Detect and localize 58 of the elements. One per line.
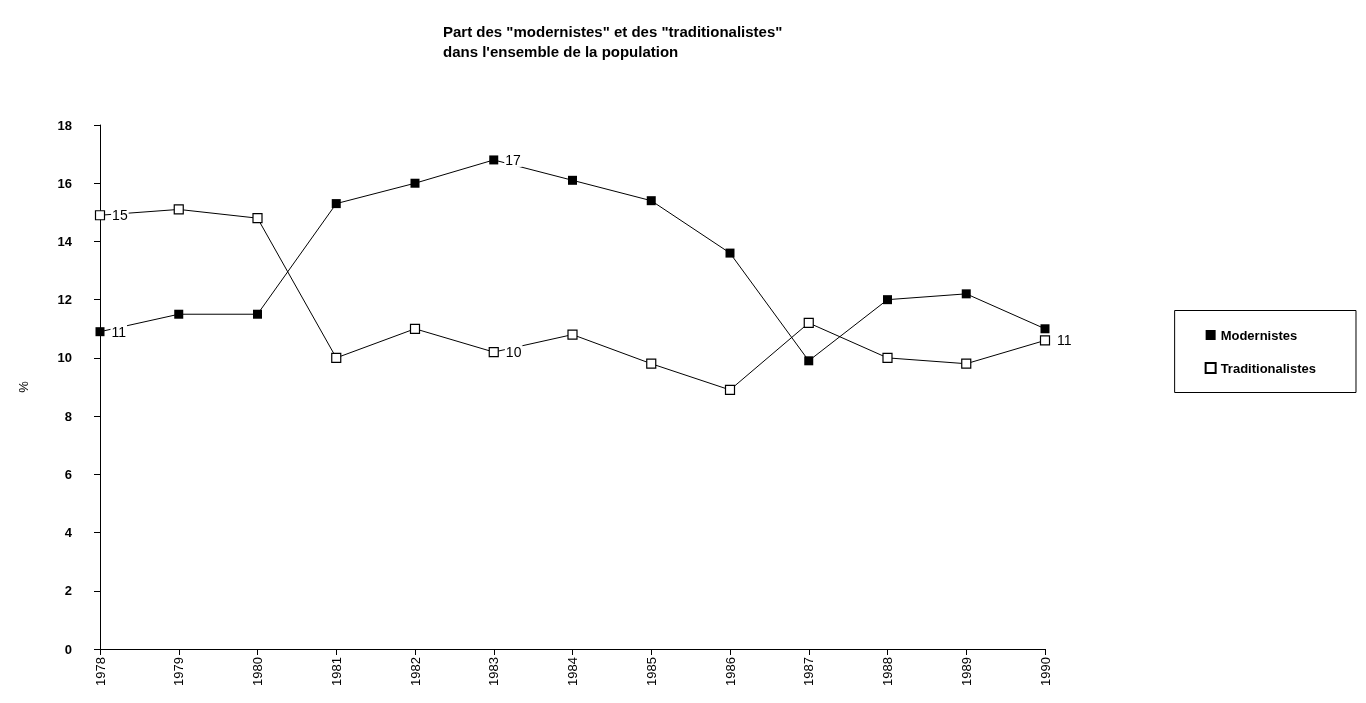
x-tick-label: 1987 [801, 657, 817, 686]
point [488, 346, 499, 358]
data-label: 17 [505, 151, 522, 168]
point [724, 384, 736, 396]
data-label: 11 [111, 323, 127, 340]
data-label: 11 [1057, 332, 1072, 349]
y-tick-label: 12 [57, 292, 72, 308]
data-label: 15 [112, 207, 128, 224]
x-tick-label: 1978 [92, 657, 108, 686]
point [961, 289, 971, 299]
x-tick-label: 1988 [880, 657, 895, 686]
point [95, 327, 105, 337]
point [646, 196, 656, 206]
point [1040, 324, 1050, 334]
point [252, 213, 263, 224]
point [331, 352, 342, 363]
x-tick-label: 1979 [171, 657, 187, 686]
x-tick-label: 1981 [328, 657, 344, 686]
point [1039, 335, 1051, 346]
data-label: 10 [505, 344, 522, 361]
chart-title: Part des "modernistes" et des "traditionalistes" dans l'ensemble de la population [443, 22, 783, 60]
y-tick-label: 10 [57, 350, 72, 366]
x-tick-label: 1989 [958, 657, 974, 686]
point [961, 358, 972, 369]
point [331, 199, 341, 209]
point [803, 317, 814, 329]
point [410, 178, 420, 188]
point [725, 248, 735, 258]
point [94, 210, 106, 221]
x-tick-label: 1990 [1037, 657, 1053, 686]
point [882, 352, 893, 363]
point [489, 155, 499, 165]
y-tick-label: 0 [64, 641, 72, 657]
y-tick-label: 2 [64, 583, 72, 599]
x-tick-label: 1982 [407, 657, 423, 686]
y-tick-label: 16 [57, 175, 72, 191]
x-tick-label: 1984 [565, 657, 580, 686]
point [883, 295, 892, 305]
point [646, 358, 657, 369]
y-axis-title: % [16, 380, 31, 393]
y-tick-label: 18 [57, 117, 72, 133]
point [568, 175, 577, 185]
point [409, 323, 421, 334]
x-tick-label: 1986 [722, 657, 738, 686]
legend-label: Modernistes [1220, 327, 1298, 343]
point [174, 309, 184, 319]
point [804, 356, 814, 366]
point [567, 329, 578, 340]
x-tick-label: 1983 [486, 657, 502, 686]
x-tick-label: 1980 [250, 657, 265, 686]
x-tick-label: 1985 [643, 657, 659, 686]
y-tick-label: 14 [57, 233, 73, 249]
y-tick-label: 4 [64, 525, 73, 541]
point [253, 309, 262, 319]
y-tick-label: 6 [64, 466, 72, 482]
legend-label: Traditionalistes [1220, 360, 1317, 376]
point [173, 204, 184, 215]
y-tick-label: 8 [64, 408, 72, 424]
